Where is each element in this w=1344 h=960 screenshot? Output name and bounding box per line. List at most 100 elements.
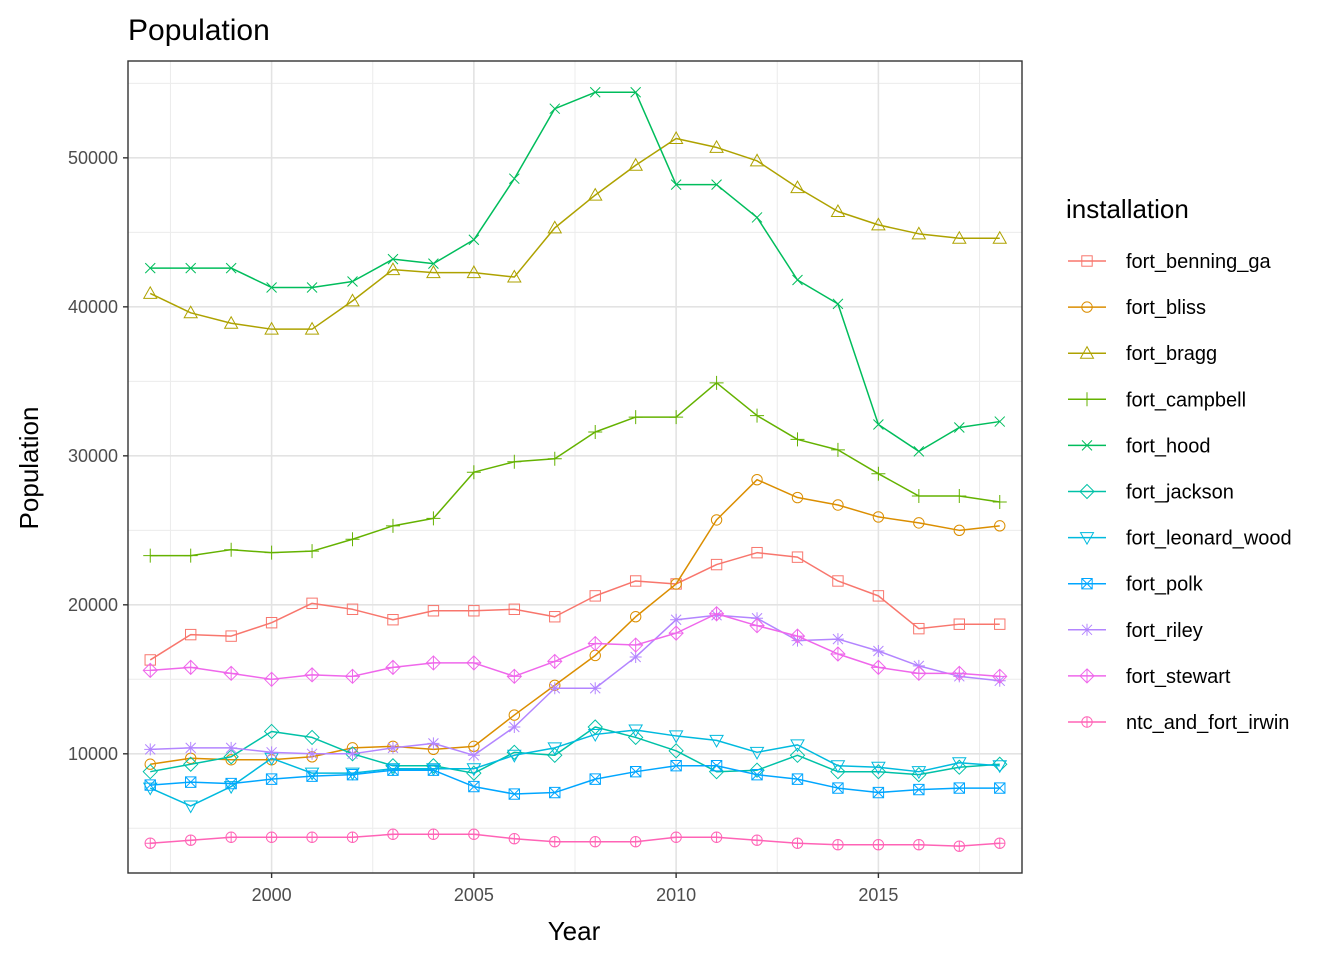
legend-key-marker xyxy=(1079,668,1095,684)
legend-key-marker xyxy=(1081,623,1093,636)
data-point xyxy=(427,828,440,840)
legend-item-fort_leonard_wood: fort_leonard_wood xyxy=(1068,528,1292,550)
data-point xyxy=(832,298,844,310)
data-point xyxy=(225,262,237,274)
data-point xyxy=(547,451,562,466)
data-point xyxy=(992,230,1008,244)
data-point xyxy=(627,637,644,653)
data-point xyxy=(182,659,199,676)
series-line-fort_polk xyxy=(150,764,1000,795)
data-point xyxy=(344,746,361,762)
data-point xyxy=(225,777,237,790)
data-point xyxy=(710,760,723,772)
series-line-ntc_and_fort_irwin xyxy=(150,833,1000,847)
data-point xyxy=(428,258,439,269)
x-tick-label: 2010 xyxy=(656,885,696,905)
data-point xyxy=(994,618,1006,630)
data-point xyxy=(871,217,886,231)
data-point xyxy=(953,524,965,537)
data-point xyxy=(547,220,563,234)
data-point xyxy=(589,836,601,848)
data-point xyxy=(670,179,682,191)
legend-key-marker xyxy=(1079,483,1095,500)
data-point xyxy=(589,682,602,695)
y-axis-title: Population xyxy=(14,407,44,530)
data-point xyxy=(468,605,480,617)
data-point xyxy=(951,665,968,682)
data-point xyxy=(710,831,723,843)
data-point xyxy=(670,831,682,843)
data-point xyxy=(911,766,927,780)
data-point xyxy=(427,605,440,617)
data-point xyxy=(992,760,1008,774)
data-point xyxy=(386,741,399,754)
data-point xyxy=(306,831,318,843)
data-point xyxy=(629,650,642,663)
legend-item-fort_riley: fort_riley xyxy=(1068,620,1203,642)
data-point xyxy=(426,265,441,279)
data-point xyxy=(751,546,763,559)
data-point xyxy=(345,293,360,307)
data-point xyxy=(225,831,237,843)
data-point xyxy=(709,139,724,153)
data-point xyxy=(831,633,844,646)
legend-label: fort_bliss xyxy=(1126,297,1206,319)
data-point xyxy=(951,757,967,771)
data-point xyxy=(710,514,723,526)
data-point xyxy=(911,226,927,240)
data-point xyxy=(385,518,400,533)
data-point xyxy=(547,653,563,670)
data-point xyxy=(265,773,278,785)
data-point xyxy=(466,465,481,480)
data-point xyxy=(549,103,561,115)
data-point xyxy=(183,548,198,563)
y-axis: 10000 20000 30000 40000 50000 xyxy=(68,148,128,764)
x-tick-label: 2005 xyxy=(454,885,494,905)
data-point xyxy=(468,234,480,246)
data-point xyxy=(872,590,885,602)
data-point xyxy=(185,834,197,846)
data-point xyxy=(223,315,239,329)
data-point xyxy=(549,611,561,623)
series-line-fort_leonard_wood xyxy=(149,729,1000,807)
legend-label: fort_hood xyxy=(1126,435,1211,457)
data-point xyxy=(751,212,763,223)
y-tick-label: 40000 xyxy=(68,297,118,317)
data-point xyxy=(627,729,644,746)
y-tick-label: 10000 xyxy=(68,744,118,764)
data-point xyxy=(830,203,846,217)
data-point xyxy=(549,786,561,799)
legend-label: fort_polk xyxy=(1126,574,1204,596)
data-point xyxy=(832,499,844,511)
data-point xyxy=(467,749,480,762)
data-point xyxy=(306,597,318,610)
legend-key-marker xyxy=(1081,716,1093,728)
data-point xyxy=(913,446,925,457)
legend-item-fort_campbell: fort_campbell xyxy=(1068,389,1246,411)
data-point xyxy=(387,253,399,265)
data-point xyxy=(992,495,1007,510)
data-point xyxy=(872,839,885,851)
data-point xyxy=(223,665,239,682)
data-point xyxy=(225,630,237,642)
series-fort_bragg xyxy=(142,130,1008,335)
legend-item-fort_jackson: fort_jackson xyxy=(1068,482,1234,504)
data-point xyxy=(347,276,358,287)
legend-item-fort_stewart: fort_stewart xyxy=(1068,666,1231,688)
data-point xyxy=(263,671,280,688)
legend-key-marker xyxy=(1081,255,1093,267)
x-axis: 2000 2005 2010 2015 xyxy=(252,873,898,905)
legend-title: installation xyxy=(1066,194,1189,224)
data-point xyxy=(506,269,522,283)
data-point xyxy=(183,305,199,319)
data-point xyxy=(144,743,157,756)
data-point xyxy=(711,179,722,191)
series-ntc_and_fort_irwin xyxy=(144,828,1006,852)
data-point xyxy=(305,544,320,559)
legend-key-marker xyxy=(1079,532,1095,546)
data-point xyxy=(911,489,926,504)
data-point xyxy=(951,759,968,775)
data-point xyxy=(871,466,886,481)
data-point xyxy=(668,743,684,759)
